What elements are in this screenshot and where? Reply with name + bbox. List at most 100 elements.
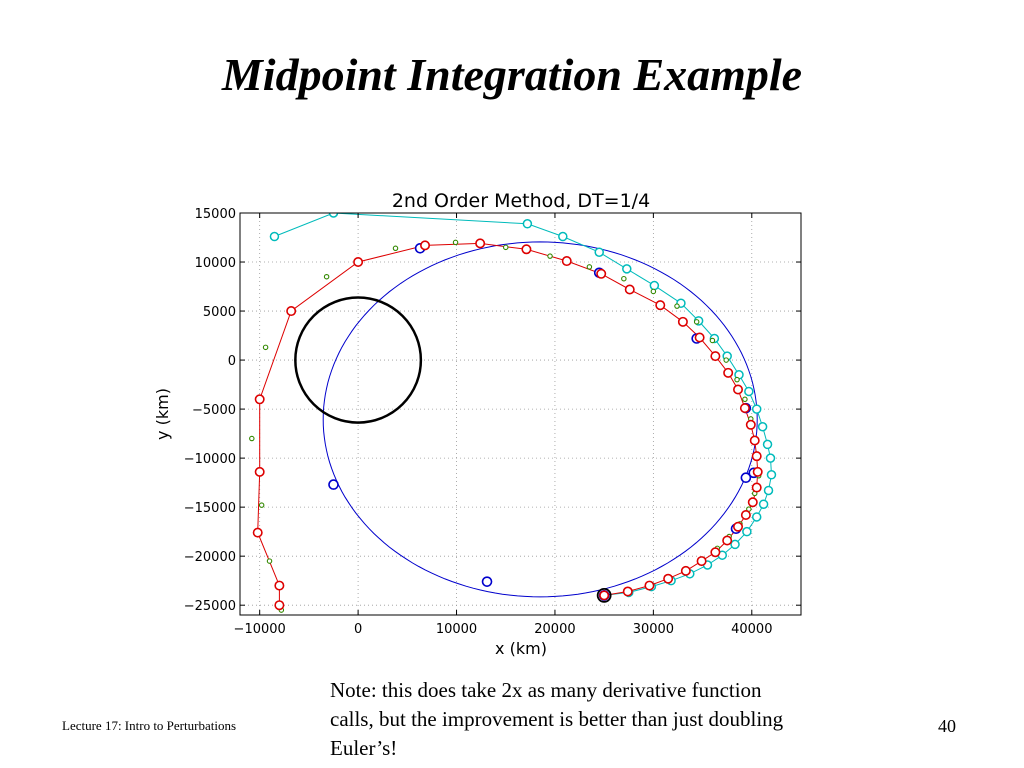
footer-lecture-title: Lecture 17: Intro to Perturbations [62,718,237,733]
red-point [561,256,572,267]
green-point [674,303,680,309]
red-point [680,565,691,576]
green-point [392,245,399,252]
y-tick-label: 5000 [203,305,236,320]
green-point [262,344,269,351]
red-point [663,573,674,584]
red-point [655,300,666,311]
slide-note: Note: this does take 2x as many derivati… [330,678,784,760]
green-point [650,288,657,295]
y-tick-label: 10000 [195,256,236,271]
x-tick-label: −10000 [234,622,286,637]
green-point [709,337,716,344]
x-axis-label: x (km) [495,639,547,658]
red-point [596,268,607,279]
red-point [733,521,744,532]
x-tick-label: 0 [354,622,362,637]
red-point [710,351,721,362]
y-tick-label: −10000 [184,452,236,467]
x-tick-label: 40000 [731,622,772,637]
cyan-point [757,421,768,432]
cyan-point [328,213,339,218]
red-point [696,556,707,567]
red-point [254,466,265,477]
blue-point [481,576,493,587]
red-point [739,403,750,414]
data-series [249,213,777,613]
slide-title: Midpoint Integration Example [221,49,803,100]
page-number: 40 [938,716,956,736]
red-point [751,482,762,493]
x-tick-label: 20000 [534,622,575,637]
green-point [742,396,748,403]
red-point [599,590,610,601]
plot-border [239,212,802,616]
blue-point [740,472,752,484]
red-point [521,244,532,255]
start-point-marker [596,587,612,603]
cyan-point [558,231,568,242]
red-point [740,509,751,520]
axis-ticks: −10000 0 10000 20000 30000 40000 −25000 −20000 −… [184,207,801,637]
red-point [475,238,486,249]
green-point [547,253,553,259]
red-point [694,332,705,343]
y-axis-label: y (km) [153,388,172,440]
red-point [752,466,763,477]
green-point [249,435,255,442]
y-tick-label: −15000 [184,501,236,516]
cyan-point [766,470,777,480]
cyan-point [744,386,754,397]
red-point [723,367,734,378]
green-point [258,502,265,508]
green-point [693,319,700,325]
green-point [621,275,627,282]
green-point [734,376,740,383]
y-tick-label: −5000 [192,403,236,418]
green-point [723,357,729,363]
cyan-point [522,219,533,229]
red-point [353,257,364,268]
cyan-point [742,526,752,537]
exact-orbit-line [322,241,758,598]
x-tick-label: 10000 [436,622,477,637]
red-point [274,580,285,591]
cyan-point [730,539,740,550]
cyan-point [622,264,632,274]
red-point [274,600,285,611]
green-point [266,558,273,564]
cyan-point [751,404,762,414]
cyan-point [649,280,660,291]
red-point [710,547,721,558]
green-point [452,239,459,246]
red-point [644,580,655,591]
cyan-point [763,485,774,496]
red-point [286,306,297,317]
red-point [749,435,760,446]
cyan-point [758,499,769,509]
chart-title: 2nd Order Method, DT=1/4 [392,190,650,212]
red-point [751,451,762,462]
y-tick-label: 0 [228,354,236,369]
green-point [586,264,593,270]
cyan-point [762,439,773,450]
red-point [624,284,635,295]
y-tick-label: 15000 [195,207,236,222]
green-point [323,273,330,280]
earth-circle [294,296,423,424]
red-point [733,384,744,395]
red-point [745,419,756,430]
red-point [254,394,265,405]
red-point [677,316,688,327]
red-point [622,586,633,597]
y-tick-label: −25000 [184,599,236,614]
green-point [502,244,509,251]
cyan-point [269,231,280,242]
red-point [722,535,733,546]
x-tick-label: 30000 [633,622,674,637]
cyan-point [765,453,776,463]
cyan-point [594,247,604,257]
y-tick-label: −20000 [184,550,236,565]
blue-point [328,479,339,490]
